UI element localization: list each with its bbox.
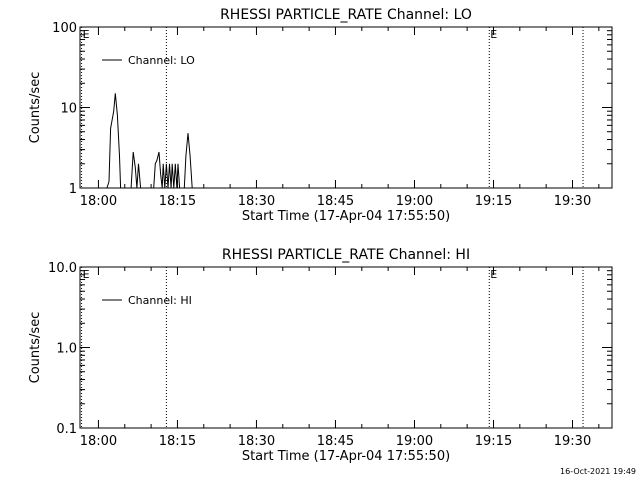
y-tick-label: 0.1	[56, 422, 77, 437]
chart-panel-1: RHESSI PARTICLE_RATE Channel: HI Start Ti…	[28, 247, 613, 464]
x-tick-label: 18:45	[317, 194, 354, 209]
x-tick-label: 19:30	[554, 434, 591, 449]
y-tick-label: 100	[52, 21, 77, 36]
event-marker-label: E	[490, 268, 497, 281]
x-tick-label: 19:15	[475, 434, 512, 449]
footer-timestamp: 16-Oct-2021 19:49	[560, 467, 636, 476]
y-axis-label: Counts/sec	[28, 312, 43, 384]
event-marker-label: E	[490, 28, 497, 41]
x-tick-label: 19:15	[475, 194, 512, 209]
x-tick-label: 18:00	[80, 434, 117, 449]
legend-label: Channel: HI	[128, 294, 192, 307]
chart-panel-0: RHESSI PARTICLE_RATE Channel: LO Start Ti…	[28, 7, 613, 224]
x-tick-label: 19:00	[396, 434, 433, 449]
x-tick-label: 18:45	[317, 434, 354, 449]
event-marker-label: E	[83, 28, 90, 41]
x-tick-label: 19:00	[396, 194, 433, 209]
x-tick-label: 18:30	[238, 434, 275, 449]
y-axis-label: Counts/sec	[28, 72, 43, 144]
y-tick-label: 1.0	[56, 342, 77, 357]
x-tick-label: 18:00	[80, 194, 117, 209]
legend-label: Channel: LO	[128, 54, 195, 67]
plot-frame	[79, 266, 613, 429]
y-tick-label: 1	[69, 182, 77, 197]
chart-title: RHESSI PARTICLE_RATE Channel: HI	[222, 247, 470, 263]
x-tick-label: 18:30	[238, 194, 275, 209]
x-axis-label: Start Time (17-Apr-04 17:55:50)	[242, 449, 450, 464]
chart-title: RHESSI PARTICLE_RATE Channel: LO	[220, 7, 472, 23]
y-tick-label: 10.0	[48, 261, 77, 276]
x-axis-label: Start Time (17-Apr-04 17:55:50)	[242, 209, 450, 224]
event-marker-label: E	[83, 268, 90, 281]
x-tick-label: 18:15	[159, 194, 196, 209]
y-tick-label: 10	[60, 102, 77, 117]
x-tick-label: 19:30	[554, 194, 591, 209]
x-tick-label: 18:15	[159, 434, 196, 449]
series-line	[106, 93, 193, 189]
